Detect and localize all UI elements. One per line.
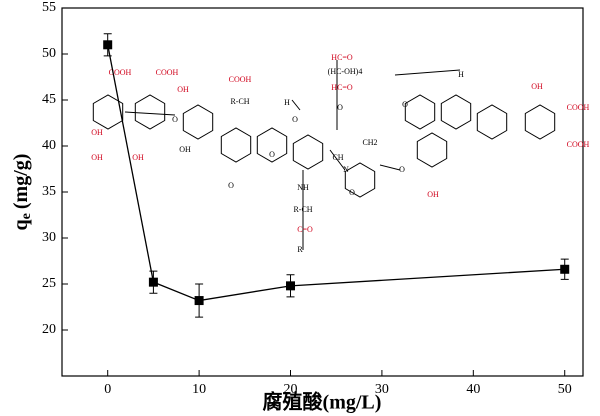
structure-label: HC=O [331,83,353,92]
structure-label: R-CH [293,205,312,214]
y-tick-label: 35 [42,184,56,199]
structure-label: NH [297,183,309,192]
structure-label: OH [427,190,439,199]
ring [256,127,288,163]
structure-label: OH [531,82,543,91]
structure-label: O [172,115,178,124]
y-tick-label: 55 [42,0,56,15]
x-tick-label: 50 [558,382,572,397]
ring [404,94,436,130]
y-tick-label: 20 [42,322,56,337]
y-tick-label: 45 [42,92,56,107]
y-tick-label: 25 [42,276,56,291]
x-tick-label: 0 [104,382,111,397]
ring [182,104,214,140]
point [286,281,296,291]
y-label-unit: (mg/g) [10,154,32,210]
y-label-main: q [10,219,32,230]
structure-label: OH [132,153,144,162]
bond [124,60,461,250]
structure-label: COOH [567,103,590,112]
point [103,40,113,50]
structure-label: O [269,150,275,159]
structure-label: OH [91,128,103,137]
ring [524,104,556,140]
structure-label: COOH [567,140,590,149]
y-axis-label: qe (mg/g) [10,154,35,231]
structure-label: R-CH [230,97,249,106]
structure-label: H [458,70,464,79]
structure-label: O [402,100,408,109]
structure-label: HC=O [331,53,353,62]
structure-label: O [228,181,234,190]
structure-label: C=O [297,225,313,234]
ring [134,94,166,130]
structure-label: COOH [229,75,252,84]
structure-label: N [343,165,349,174]
point [194,296,204,306]
structure-drawing [92,60,556,250]
structure-label: O [292,115,298,124]
structure-label: O [399,165,405,174]
structure-label: COOH [156,68,179,77]
ring [292,134,324,170]
x-axis-label: 腐殖酸(mg/L) [263,390,382,414]
y-label-sub: e [19,213,34,219]
point [560,264,570,274]
y-tick-label: 30 [42,230,56,245]
structure-label: CH2 [362,138,377,147]
structure-label: COOH [109,68,132,77]
structure-label: (HC-OH)4 [328,67,363,76]
ring [220,127,252,163]
structure-label: OH [91,153,103,162]
structure-label: R [297,245,303,254]
y-tick-label: 50 [42,46,56,61]
ring [344,162,376,198]
ring [416,132,448,168]
x-tick-label: 40 [466,382,480,397]
structure-label: OH [179,145,191,154]
x-tick-label: 20 [284,382,298,397]
x-tick-label: 10 [192,382,206,397]
ring [92,94,124,130]
ring [440,94,472,130]
x-tick-label: 30 [375,382,389,397]
y-tick-label: 40 [42,138,56,153]
ring [476,104,508,140]
structure-label: CH [332,153,343,162]
point [148,277,158,287]
structure-label: O [337,103,343,112]
plot-frame [61,7,584,377]
structure-label: OH [177,85,189,94]
structure-label: O [349,188,355,197]
structure-label: H [284,98,290,107]
